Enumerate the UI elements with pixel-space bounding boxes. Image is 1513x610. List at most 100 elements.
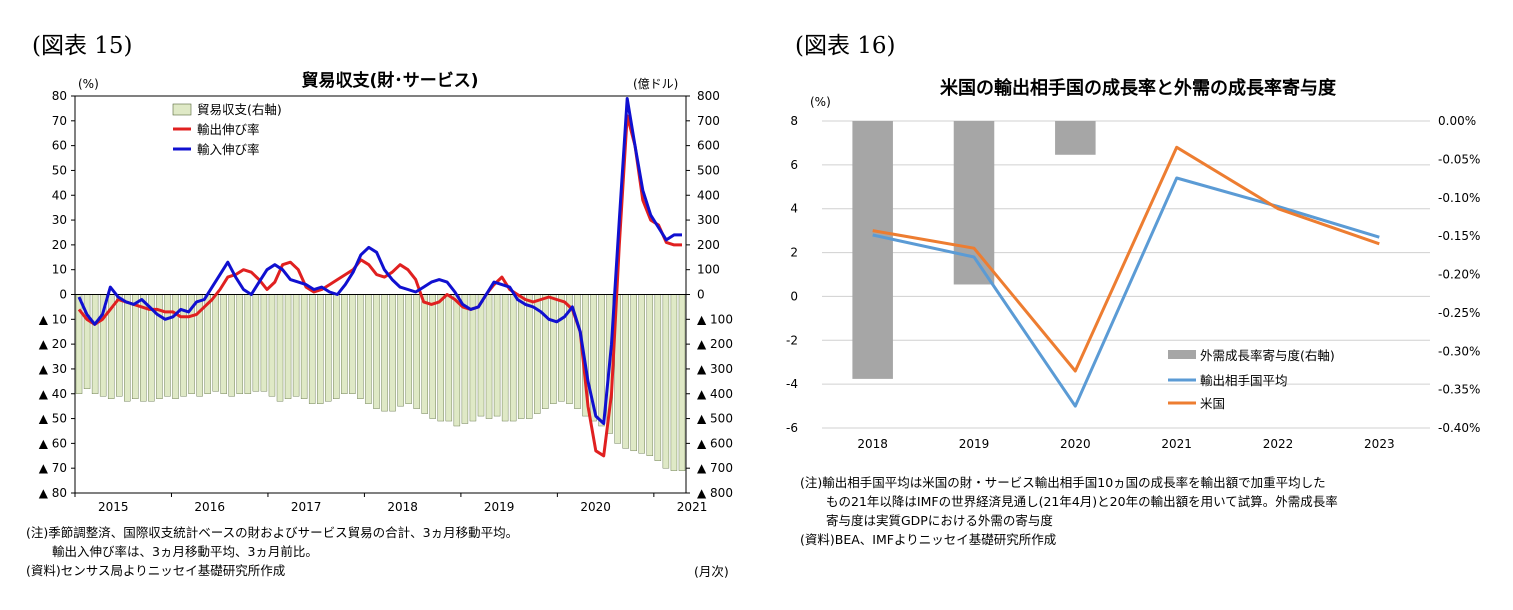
- right-tick-label: 0.00%: [1438, 114, 1476, 128]
- trade-balance-bar: [461, 294, 469, 424]
- trade-balance-bar: [124, 294, 131, 402]
- trade-balance-bar: [333, 294, 340, 399]
- right-tick-label: ▲ 200: [697, 337, 733, 351]
- legend-label-trade-balance: 貿易収支(右軸): [197, 102, 282, 117]
- figure-16-notes: (注)輸出相手国平均は米国の財・サービス輸出相手国10ヵ国の成長率を輸出額で加重…: [800, 473, 1338, 549]
- right-tick-label: ▲ 800: [697, 486, 733, 500]
- x-axis-unit: (月次): [694, 564, 729, 579]
- right-tick-label: -0.20%: [1438, 268, 1480, 282]
- left-tick-label: ▲ 40: [39, 387, 67, 401]
- trade-balance-bar: [678, 294, 686, 471]
- trade-balance-bar: [204, 294, 211, 394]
- trade-balance-bar: [91, 294, 99, 394]
- x-tick-label: 2016: [194, 500, 225, 514]
- trade-balance-bar: [172, 294, 179, 399]
- trade-balance-bar: [300, 294, 308, 399]
- source-line: (資料)センサス局よりニッセイ基礎研究所作成: [26, 563, 286, 578]
- legend-swatch-trade-balance: [172, 103, 192, 116]
- trade-balance-bar: [228, 294, 235, 397]
- trade-balance-bar: [493, 294, 501, 417]
- left-tick-label: -6: [786, 421, 798, 435]
- trade-balance-bar: [485, 294, 493, 419]
- partner-average-line: [872, 176, 1380, 408]
- note-line: 輸出入伸び率は、3ヵ月移動平均、3ヵ月前比。: [52, 544, 318, 559]
- x-tick-label: 2017: [291, 500, 322, 514]
- figure-15-notes: (注)季節調整済、国際収支統計ベースの財およびサービス貿易の合計、3ヵ月移動平均…: [26, 523, 518, 580]
- left-tick-label: -4: [786, 377, 798, 391]
- trade-balance-bar: [365, 294, 372, 404]
- left-tick-label: ▲ 50: [39, 412, 67, 426]
- x-tick-label: 2018: [857, 437, 888, 451]
- left-tick-label: 2: [790, 246, 798, 260]
- legend-swatch-external-demand: [1168, 350, 1196, 359]
- trade-balance-bar: [292, 294, 300, 397]
- trade-balance-bar: [550, 294, 557, 404]
- us-growth-line: [872, 145, 1380, 373]
- left-tick-label: ▲ 80: [39, 486, 67, 500]
- trade-balance-bar: [276, 294, 284, 402]
- trade-balance-bar: [477, 294, 485, 417]
- trade-balance-bar: [349, 294, 356, 394]
- x-tick-label: 2019: [959, 437, 990, 451]
- left-tick-label: 80: [52, 89, 67, 103]
- trade-balance-bar: [421, 294, 428, 414]
- right-tick-label: 700: [697, 114, 720, 128]
- trade-balance-bar: [670, 294, 678, 471]
- x-tick-label: 2020: [580, 500, 611, 514]
- right-tick-label: ▲ 300: [697, 362, 733, 376]
- left-tick-label: ▲ 70: [39, 461, 67, 475]
- left-tick-label: 70: [52, 114, 67, 128]
- note-line: (注)輸出相手国平均は米国の財・サービス輸出相手国10ヵ国の成長率を輸出額で加重…: [800, 475, 1326, 490]
- left-tick-label: 50: [52, 163, 67, 177]
- right-tick-label: -0.35%: [1438, 383, 1480, 397]
- source-line: (資料)BEA、IMFよりニッセイ基礎研究所作成: [800, 532, 1057, 547]
- trade-balance-bar: [646, 294, 654, 456]
- right-tick-label: 500: [697, 163, 720, 177]
- left-tick-label: 0: [59, 288, 67, 302]
- trade-balance-bar: [268, 294, 276, 397]
- chart-title: 米国の輸出相手国の成長率と外需の成長率寄与度: [940, 77, 1337, 99]
- trade-balance-bar: [630, 294, 637, 452]
- left-tick-label: 20: [52, 238, 67, 252]
- left-axis-unit: (%): [810, 95, 831, 109]
- trade-balance-bar: [542, 294, 549, 409]
- trade-balance-bar: [284, 294, 292, 399]
- trade-balance-bar: [405, 294, 412, 404]
- trade-balance-bar: [220, 294, 227, 394]
- x-tick-label: 2018: [387, 500, 418, 514]
- trade-balance-bar: [662, 294, 670, 469]
- trade-balance-bar: [638, 294, 645, 454]
- trade-balance-bar: [308, 294, 316, 404]
- left-tick-label: 0: [790, 289, 798, 303]
- trade-balance-bar: [140, 294, 147, 402]
- left-tick-label: 60: [52, 139, 67, 153]
- x-tick-label: 2022: [1263, 437, 1294, 451]
- right-tick-label: ▲ 100: [697, 312, 733, 326]
- left-tick-label: ▲ 60: [39, 436, 67, 450]
- chart-title: 貿易収支(財･サービス): [301, 70, 478, 91]
- x-tick-label: 2023: [1364, 437, 1395, 451]
- left-tick-label: 40: [52, 188, 67, 202]
- trade-balance-bar: [558, 294, 565, 402]
- note-line: (注)季節調整済、国際収支統計ベースの財およびサービス貿易の合計、3ヵ月移動平均…: [26, 525, 519, 540]
- legend-label-export: 輸出伸び率: [197, 122, 260, 137]
- right-tick-label: 0: [697, 288, 705, 302]
- right-tick-label: 200: [697, 238, 720, 252]
- left-axis-unit: (%): [78, 77, 99, 91]
- trade-balance-bar: [397, 294, 404, 407]
- left-tick-label: ▲ 10: [39, 312, 67, 326]
- trade-balance-bar: [260, 294, 268, 392]
- left-tick-label: 6: [790, 158, 798, 172]
- trade-balance-bar: [453, 294, 461, 427]
- trade-balance-bar: [526, 294, 533, 419]
- left-tick-label: -2: [786, 333, 798, 347]
- trade-balance-bar: [517, 294, 525, 419]
- x-tick-label: 2021: [677, 500, 708, 514]
- left-tick-label: 10: [52, 263, 67, 277]
- trade-balance-bar: [413, 294, 420, 409]
- x-tick-label: 2020: [1060, 437, 1091, 451]
- right-tick-label: ▲ 400: [697, 387, 733, 401]
- trade-balance-bar: [501, 294, 509, 422]
- right-tick-label: 300: [697, 213, 720, 227]
- right-tick-label: -0.30%: [1438, 344, 1480, 358]
